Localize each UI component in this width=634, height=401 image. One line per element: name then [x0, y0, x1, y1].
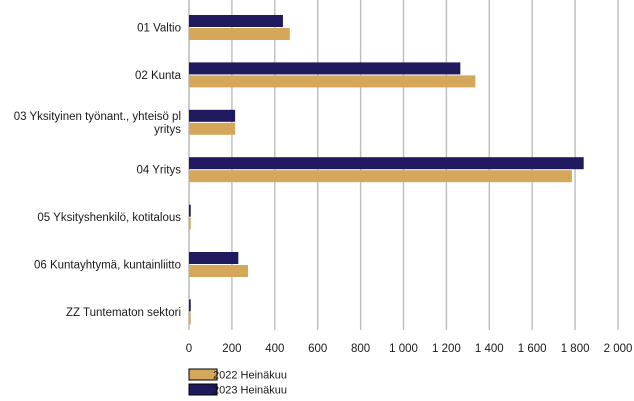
- bar-2023: [189, 62, 461, 75]
- bar-2023: [189, 15, 283, 27]
- legend-label: 2022 Heinäkuu: [213, 370, 287, 382]
- bar-2022: [189, 170, 572, 183]
- bar-2022: [189, 122, 236, 135]
- x-tick-label: 200: [222, 343, 241, 355]
- legend: 2022 Heinäkuu 2023 Heinäkuu: [188, 368, 287, 397]
- x-tick-labels: 0 200 400 600 800 1 000 1 200 1 400 1 600 1 800 2 …: [186, 343, 633, 355]
- bar-2023: [189, 109, 236, 122]
- x-tick-label: 1 400: [475, 343, 504, 355]
- bar-2023: [189, 252, 239, 264]
- bar-2022: [189, 217, 191, 230]
- bar-2023: [189, 204, 191, 217]
- x-tick-label: 1 800: [561, 343, 590, 355]
- x-tick-label: 0: [186, 343, 192, 355]
- x-tick-label: 1 000: [389, 343, 418, 355]
- bar-2023: [189, 299, 191, 312]
- x-tick-label: 400: [265, 343, 284, 355]
- category-label: 02 Kunta: [135, 70, 182, 82]
- bar-2022: [189, 265, 248, 277]
- category-label: ZZ Tuntematon sektori: [66, 307, 181, 319]
- bar-2022: [189, 28, 290, 40]
- bar-2023: [189, 157, 584, 170]
- bar-2022: [189, 75, 476, 88]
- x-tick-label: 1 600: [518, 343, 547, 355]
- x-tick-label: 600: [308, 343, 327, 355]
- legend-swatch: [188, 368, 218, 381]
- x-tick-label: 800: [351, 343, 370, 355]
- bar-2022: [189, 312, 191, 325]
- category-label: 04 Yritys: [136, 165, 181, 177]
- category-label: 06 Kuntayhtymä, kuntainliitto: [34, 260, 181, 272]
- legend-swatch: [188, 383, 218, 396]
- category-labels: 01 Valtio 02 Kunta 03 Yksityinen työnant.,…: [14, 23, 182, 319]
- x-tick-label: 2 000: [604, 343, 633, 355]
- category-label: 01 Valtio: [137, 23, 181, 35]
- category-label: yritys: [154, 124, 181, 136]
- category-label: 05 Yksityshenkilö, kotitalous: [37, 212, 181, 224]
- x-tick-label: 1 200: [432, 343, 461, 355]
- category-label: 03 Yksityinen työnant., yhteisö pl: [14, 111, 181, 123]
- legend-label: 2023 Heinäkuu: [213, 385, 287, 397]
- bars: [189, 15, 584, 325]
